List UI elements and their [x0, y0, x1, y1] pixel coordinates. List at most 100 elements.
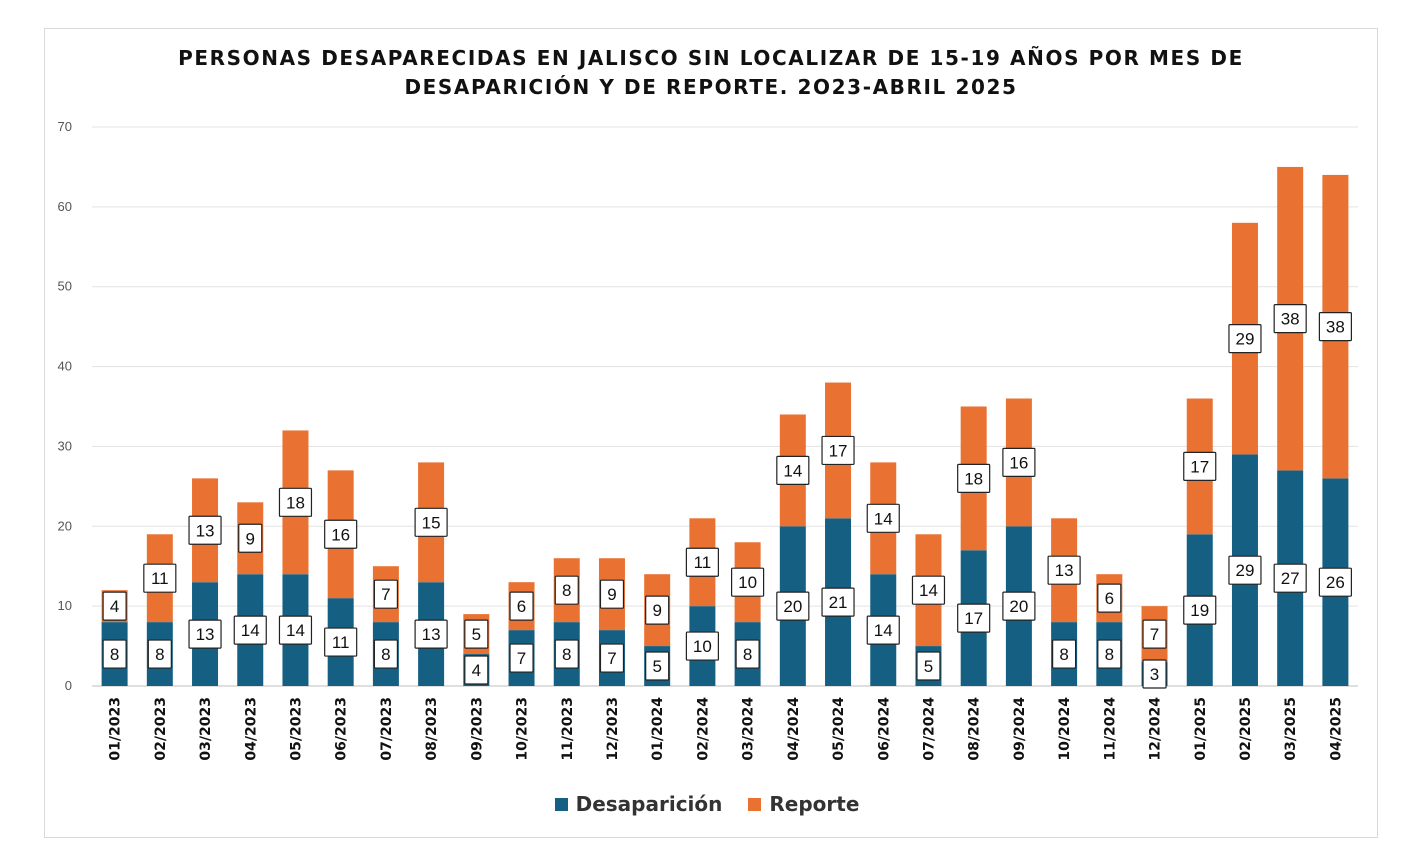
data-label-reporte: 5 [472, 625, 481, 644]
data-label-reporte: 9 [246, 529, 255, 548]
data-label-desaparicion-box [147, 639, 172, 669]
data-label-reporte-box [464, 619, 489, 649]
data-label-reporte: 11 [151, 569, 169, 588]
data-label-reporte-box [821, 435, 855, 466]
data-label-desaparicion: 14 [241, 621, 260, 640]
x-tick-label: 03/2023 [198, 697, 214, 761]
data-label-desaparicion: 5 [652, 657, 661, 676]
data-label-reporte: 18 [964, 469, 983, 488]
data-label-desaparicion-box [1052, 639, 1077, 669]
data-label-desaparicion: 7 [517, 649, 526, 668]
data-label-reporte-box [554, 575, 579, 605]
x-tick-label: 10/2024 [1057, 697, 1073, 761]
data-label-reporte: 6 [1105, 589, 1114, 608]
data-label-reporte-box [509, 591, 534, 621]
legend-item-reporte: Reporte [748, 792, 859, 816]
data-label-desaparicion: 13 [422, 625, 441, 644]
data-label-reporte-box [1318, 312, 1352, 342]
data-label-reporte-box [645, 595, 670, 625]
data-label-desaparicion-box [1002, 591, 1036, 621]
data-label-desaparicion: 8 [562, 645, 571, 664]
data-label-desaparicion-box [1273, 563, 1307, 593]
data-label-reporte: 17 [829, 441, 848, 460]
legend-swatch-reporte [748, 797, 762, 811]
data-label-desaparicion: 26 [1326, 573, 1345, 592]
data-label-desaparicion-box [685, 631, 719, 661]
legend-label-desaparicion: Desaparición [575, 792, 723, 816]
data-label-desaparicion-box [324, 627, 358, 657]
data-label-desaparicion-box [278, 615, 313, 645]
data-label-reporte-box [324, 519, 358, 549]
data-label-desaparicion: 7 [607, 649, 616, 668]
data-label-desaparicion: 13 [196, 625, 215, 644]
data-label-reporte: 38 [1326, 318, 1345, 337]
data-label-desaparicion: 19 [1190, 601, 1209, 620]
data-label-reporte: 17 [1190, 457, 1209, 476]
data-label-reporte-box [1228, 324, 1262, 354]
data-label-reporte-box [1273, 304, 1307, 334]
data-label-reporte-box [599, 579, 625, 609]
x-tick-label: 08/2023 [424, 697, 440, 761]
x-tick-label: 01/2024 [650, 697, 666, 761]
data-label-reporte: 13 [196, 521, 215, 540]
data-label-reporte-box [373, 579, 398, 609]
legend-item-desaparicion: Desaparición [554, 792, 723, 816]
data-label-reporte-box [911, 575, 946, 605]
data-label-desaparicion-box [1142, 659, 1167, 689]
data-label-desaparicion: 11 [332, 633, 350, 652]
y-tick-label: 0 [65, 678, 72, 693]
y-tick-label: 70 [58, 119, 72, 134]
data-label-reporte-box [866, 503, 900, 533]
data-label-desaparicion-box [1318, 567, 1352, 597]
data-label-reporte: 7 [381, 585, 390, 604]
data-label-desaparicion: 5 [924, 657, 933, 676]
data-label-reporte-box [143, 563, 177, 593]
x-tick-label: 03/2024 [741, 697, 757, 761]
x-tick-label: 01/2023 [108, 697, 124, 761]
data-label-desaparicion-box [1228, 555, 1262, 585]
data-label-reporte: 13 [1055, 561, 1074, 580]
data-label-reporte: 29 [1236, 330, 1255, 349]
data-label-desaparicion: 8 [743, 645, 752, 664]
data-label-desaparicion: 14 [286, 621, 305, 640]
y-tick-label: 20 [58, 518, 72, 533]
data-label-desaparicion-box [188, 619, 222, 649]
x-tick-label: 05/2023 [288, 697, 304, 761]
data-label-reporte-box [731, 567, 765, 597]
x-tick-label: 09/2023 [469, 697, 485, 761]
data-label-reporte: 6 [517, 597, 526, 616]
data-label-reporte: 9 [652, 601, 661, 620]
data-label-desaparicion-box [957, 603, 991, 633]
data-label-desaparicion: 20 [1009, 597, 1028, 616]
data-label-desaparicion: 8 [155, 645, 164, 664]
data-label-reporte-box [1142, 619, 1167, 649]
data-label-reporte-box [102, 591, 127, 621]
data-label-desaparicion-box [645, 651, 670, 681]
data-label-reporte: 14 [874, 509, 893, 528]
data-label-desaparicion-box [509, 643, 534, 673]
data-label-reporte: 14 [783, 461, 802, 480]
data-label-reporte-box [957, 463, 991, 493]
data-label-reporte-box [414, 507, 448, 537]
data-label-desaparicion: 17 [964, 609, 983, 628]
x-tick-label: 05/2024 [831, 697, 847, 761]
data-label-desaparicion: 20 [783, 597, 802, 616]
legend-label-reporte: Reporte [769, 792, 860, 816]
data-label-desaparicion: 10 [693, 637, 712, 656]
data-label-reporte: 9 [607, 585, 616, 604]
data-label-desaparicion-box [735, 639, 760, 669]
data-label-desaparicion: 21 [829, 593, 848, 612]
x-tick-label: 01/2025 [1193, 697, 1209, 761]
x-tick-label: 06/2023 [334, 697, 350, 761]
data-label-reporte: 16 [1009, 453, 1028, 472]
x-tick-label: 11/2023 [560, 697, 576, 761]
data-label-reporte: 10 [738, 573, 757, 592]
x-tick-label: 02/2025 [1238, 697, 1254, 761]
x-tick-label: 08/2024 [967, 697, 983, 761]
data-label-reporte: 16 [331, 525, 350, 544]
chart-title-line-1: PERSONAS DESAPARECIDAS EN JALISCO SIN LO… [178, 46, 1244, 70]
y-tick-label: 60 [58, 199, 72, 214]
data-label-desaparicion-box [464, 655, 489, 685]
data-label-desaparicion: 8 [1105, 645, 1114, 664]
data-label-reporte-box [685, 547, 719, 577]
